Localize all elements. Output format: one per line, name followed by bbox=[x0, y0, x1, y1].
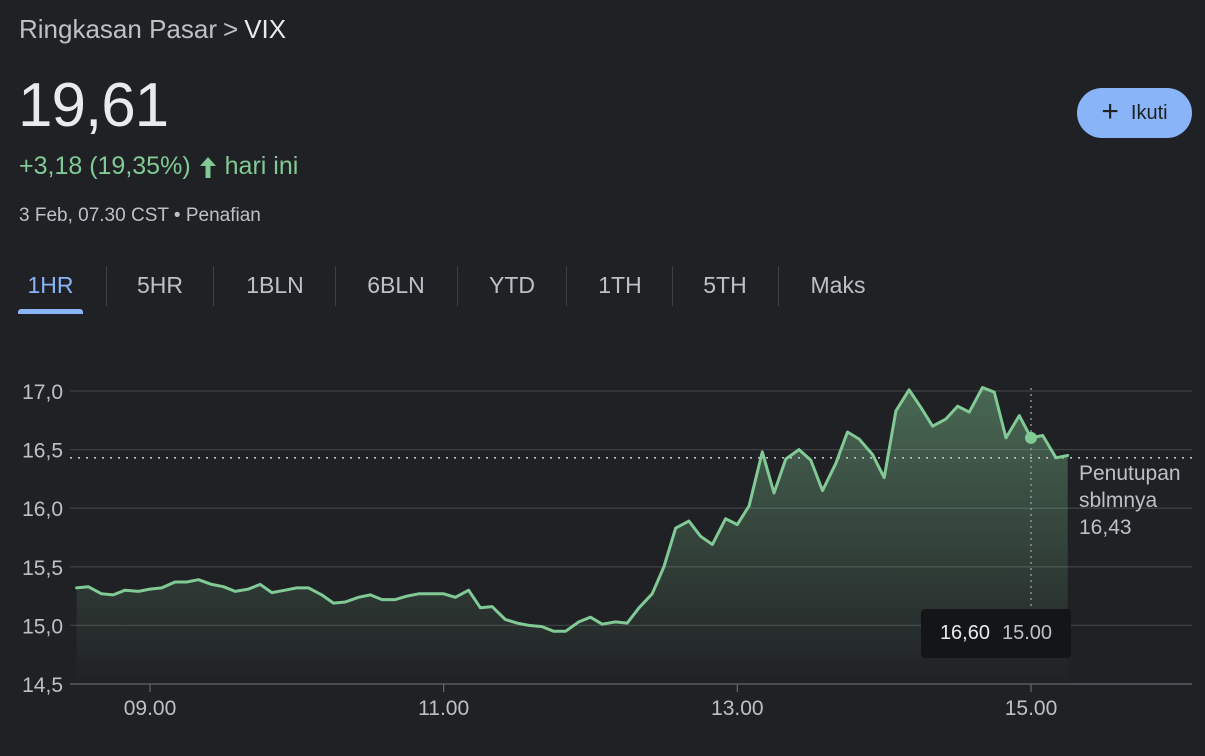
tab-5hr[interactable]: 5HR bbox=[126, 262, 194, 308]
breadcrumb: Ringkasan Pasar > VIX bbox=[19, 14, 286, 45]
tab-ytd[interactable]: YTD bbox=[478, 262, 546, 308]
tab-1hr[interactable]: 1HR bbox=[18, 262, 83, 314]
x-tick-label: 09.00 bbox=[124, 697, 177, 720]
tab-divider bbox=[672, 266, 673, 306]
follow-button-label: Ikuti bbox=[1130, 101, 1168, 124]
y-tick-label: 15,5 bbox=[22, 557, 63, 580]
tab-label: 1HR bbox=[27, 271, 74, 298]
tab-6bln[interactable]: 6BLN bbox=[357, 262, 435, 308]
tab-label: Maks bbox=[810, 271, 866, 298]
y-tick-label: 15,0 bbox=[22, 615, 63, 638]
x-tick-label: 11.00 bbox=[418, 697, 469, 720]
hover-tooltip: 16,60 15.00 bbox=[921, 609, 1071, 658]
y-tick-label: 14,5 bbox=[22, 674, 63, 697]
quote-meta: 3 Feb, 07.30 CST • Penafian bbox=[19, 205, 261, 227]
tab-5th[interactable]: 5TH bbox=[693, 262, 757, 308]
breadcrumb-parent-link[interactable]: Ringkasan Pasar bbox=[19, 14, 217, 44]
plus-icon: + bbox=[1101, 94, 1119, 128]
quote-timestamp: 3 Feb, 07.30 CST bbox=[19, 205, 169, 226]
follow-button[interactable]: + Ikuti bbox=[1077, 88, 1192, 138]
breadcrumb-separator: > bbox=[223, 14, 239, 44]
price-change-value: +3,18 (19,35%) bbox=[19, 152, 191, 180]
meta-separator: • bbox=[173, 205, 181, 226]
tab-label: 6BLN bbox=[367, 271, 425, 298]
tab-divider bbox=[566, 266, 567, 306]
tab-divider bbox=[778, 266, 779, 306]
area-fill bbox=[76, 387, 1068, 684]
tab-divider bbox=[106, 266, 107, 306]
y-tick-label: 17,0 bbox=[22, 381, 63, 404]
active-tab-indicator bbox=[18, 309, 83, 314]
tab-divider bbox=[213, 266, 214, 306]
tab-label: YTD bbox=[489, 271, 535, 298]
price-change: +3,18 (19,35%) hari ini bbox=[19, 152, 298, 181]
tab-maks[interactable]: Maks bbox=[800, 262, 876, 308]
tab-1th[interactable]: 1TH bbox=[588, 262, 652, 308]
arrow-up-icon bbox=[197, 154, 219, 180]
tab-divider bbox=[457, 266, 458, 306]
y-tick-label: 16,5 bbox=[22, 440, 63, 463]
previous-close-line1: Penutupan bbox=[1079, 462, 1181, 485]
tab-label: 5HR bbox=[136, 271, 183, 298]
series-line bbox=[75, 386, 1070, 633]
previous-close-line2: sblmnya bbox=[1079, 489, 1158, 512]
previous-close-label: Penutupan sblmnya 16,43 bbox=[1079, 460, 1181, 541]
disclaimer-link[interactable]: Penafian bbox=[185, 205, 261, 226]
tab-1bln[interactable]: 1BLN bbox=[236, 262, 314, 308]
tab-label: 1TH bbox=[598, 271, 642, 298]
hover-point bbox=[1025, 431, 1037, 444]
previous-close-value: 16,43 bbox=[1079, 516, 1132, 539]
tooltip-value: 16,60 bbox=[939, 622, 990, 644]
x-tick-label: 15.00 bbox=[1005, 697, 1058, 720]
current-price: 19,61 bbox=[18, 71, 169, 140]
x-tick-label: 13.00 bbox=[711, 697, 764, 720]
tab-divider bbox=[335, 266, 336, 306]
tooltip-time: 15.00 bbox=[1002, 622, 1053, 644]
tab-label: 5TH bbox=[703, 271, 747, 298]
breadcrumb-current: VIX bbox=[244, 14, 287, 44]
y-tick-label: 16,0 bbox=[22, 498, 63, 521]
price-change-suffix: hari ini bbox=[224, 152, 299, 180]
tab-label: 1BLN bbox=[246, 271, 304, 298]
